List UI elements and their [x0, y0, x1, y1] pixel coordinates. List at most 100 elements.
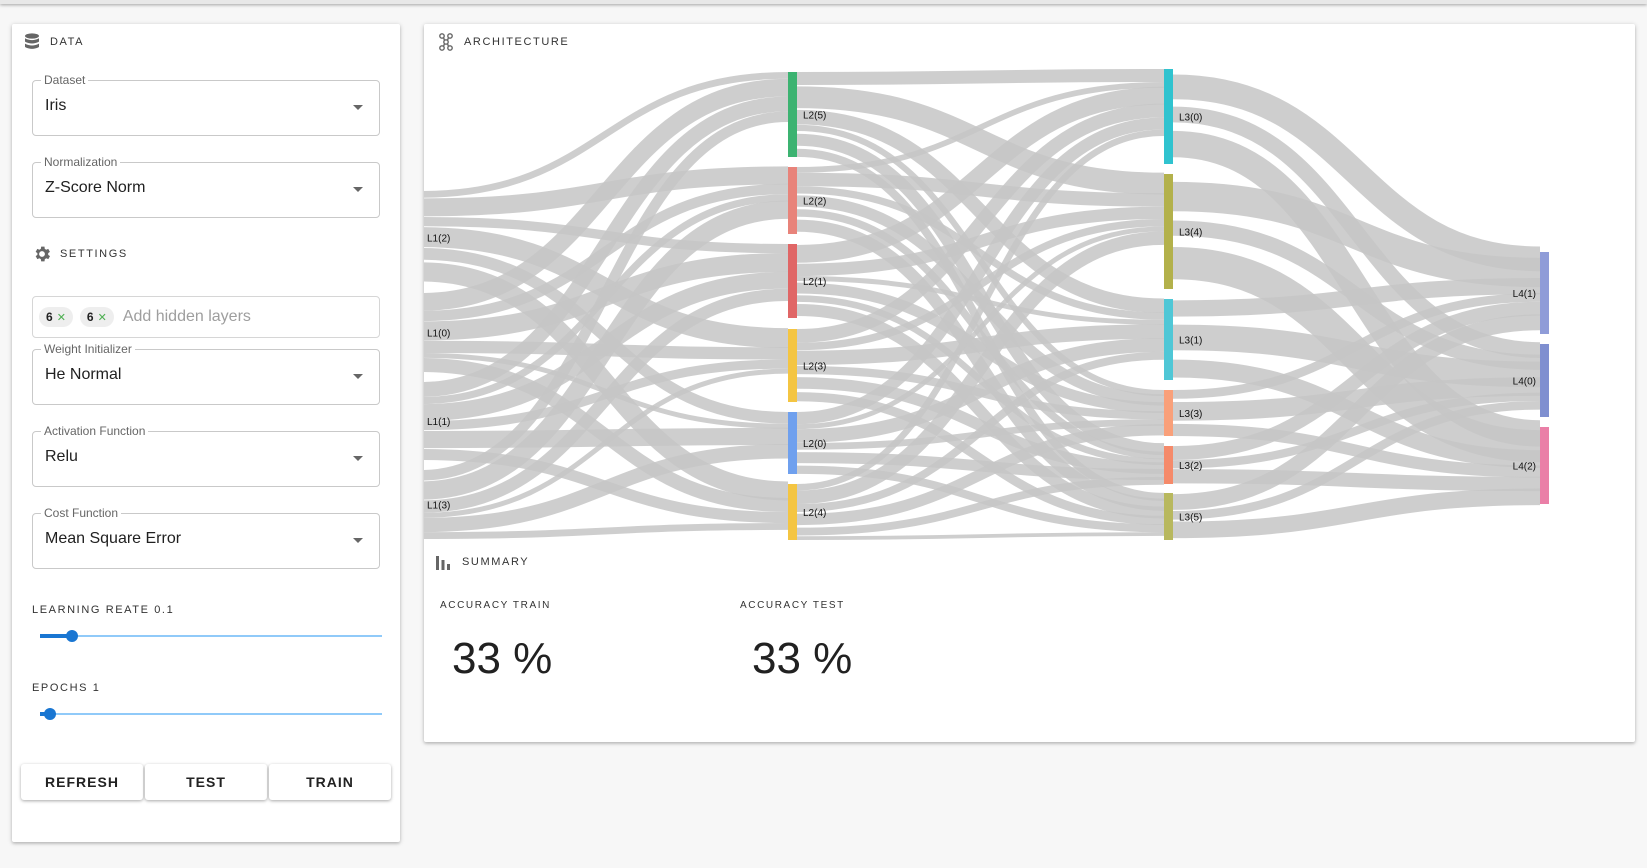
- sankey-node-label: L4(0): [1513, 377, 1536, 388]
- learning-rate-slider[interactable]: [40, 626, 382, 646]
- network-sankey-diagram: L1(2) L1(0) L1(1) L1(3) L2(5) L2(2) L2(1) L2(3)…: [424, 69, 1549, 540]
- sankey-node[interactable]: L3(5): [1164, 493, 1202, 540]
- sankey-node-bar[interactable]: [1164, 390, 1173, 436]
- slider-thumb[interactable]: [43, 708, 56, 720]
- hidden-layer-chip[interactable]: 6 ✕: [79, 307, 114, 327]
- sankey-node-bar[interactable]: [1164, 299, 1173, 380]
- sankey-node-bar[interactable]: [788, 412, 797, 474]
- sankey-link: [1172, 301, 1541, 461]
- epochs-slider[interactable]: [40, 704, 382, 724]
- sankey-node-label: L4(1): [1513, 289, 1536, 300]
- sankey-node-label: L3(0): [1179, 113, 1202, 124]
- sankey-node[interactable]: L1(0): [424, 293, 450, 372]
- sankey-node[interactable]: L2(0): [788, 412, 826, 474]
- train-button[interactable]: TRAIN: [269, 764, 391, 800]
- sankey-node-bar[interactable]: [788, 484, 797, 540]
- sankey-link: [424, 523, 789, 539]
- sankey-link: [796, 103, 1165, 343]
- sankey-node-label: L1(1): [427, 417, 450, 428]
- sankey-node-bar[interactable]: [1164, 174, 1173, 289]
- test-button[interactable]: TEST: [145, 764, 267, 800]
- sankey-node-label: L3(2): [1179, 461, 1202, 472]
- activation-function-select[interactable]: Activation Function Relu: [32, 424, 380, 487]
- sankey-link: [424, 72, 789, 198]
- control-panel: DATA Dataset Iris Normalization Z-Score …: [12, 24, 400, 842]
- hidden-layer-chip[interactable]: 6 ✕: [39, 307, 73, 327]
- sankey-link: [424, 78, 789, 311]
- sankey-node[interactable]: L1(1): [424, 382, 450, 460]
- sankey-node-bar[interactable]: [1540, 344, 1549, 417]
- slider-track[interactable]: [40, 635, 382, 637]
- settings-section-title: SETTINGS: [60, 248, 128, 260]
- sankey-link: [796, 338, 1165, 443]
- sankey-node[interactable]: L1(2): [424, 191, 450, 284]
- sankey-link: [424, 427, 789, 449]
- sankey-link: [796, 86, 1165, 195]
- sankey-link: [1172, 314, 1541, 510]
- close-icon[interactable]: ✕: [97, 311, 107, 324]
- sankey-node-bar[interactable]: [788, 167, 797, 234]
- cost-function-value: Mean Square Error: [45, 530, 182, 547]
- sankey-link: [796, 295, 1165, 466]
- slider-thumb[interactable]: [65, 630, 78, 642]
- sankey-link: [1172, 292, 1541, 399]
- sankey-node-label: L2(1): [803, 277, 826, 288]
- activation-function-value: Relu: [45, 448, 78, 465]
- hidden-layers-input[interactable]: 6 ✕ 6 ✕ Add hidden layers: [32, 296, 380, 338]
- sankey-link: [424, 368, 789, 518]
- network-icon: [439, 33, 453, 51]
- sankey-node[interactable]: L2(1): [788, 244, 826, 318]
- hidden-layers-placeholder[interactable]: Add hidden layers: [122, 308, 251, 325]
- sankey-node-label: L4(2): [1513, 462, 1536, 473]
- close-icon[interactable]: ✕: [56, 311, 66, 324]
- sankey-node[interactable]: L2(3): [788, 329, 826, 402]
- sankey-node[interactable]: L1(3): [424, 470, 450, 539]
- sankey-node-label: L2(0): [803, 439, 826, 450]
- sankey-node-bar[interactable]: [1540, 427, 1549, 504]
- sankey-link: [796, 129, 1165, 491]
- sankey-link: [1172, 278, 1541, 317]
- weight-initializer-value: He Normal: [45, 366, 122, 383]
- sankey-node[interactable]: L3(0): [1164, 69, 1202, 164]
- sankey-node-bar[interactable]: [788, 72, 797, 157]
- hidden-layer-chip-label: 6: [46, 310, 53, 324]
- dataset-label: Dataset: [41, 73, 89, 87]
- sankey-node[interactable]: L3(4): [1164, 174, 1202, 289]
- data-section-title: DATA: [50, 36, 85, 48]
- sankey-node[interactable]: L3(1): [1164, 299, 1202, 380]
- sankey-node[interactable]: L4(2): [1513, 427, 1549, 504]
- sankey-link: [1172, 377, 1541, 421]
- sankey-node[interactable]: L3(2): [1164, 446, 1202, 484]
- sankey-link: [796, 351, 1165, 513]
- chevron-down-icon: [353, 456, 363, 461]
- architecture-panel: ARCHITECTURE L1(2) L1(0) L1(1) L1(3) L2(5) L2…: [424, 24, 1635, 742]
- sankey-node-bar[interactable]: [788, 244, 797, 318]
- sankey-node-label: L1(2): [427, 234, 450, 245]
- dataset-value: Iris: [45, 97, 67, 114]
- gear-icon: [35, 246, 50, 262]
- sankey-node[interactable]: L2(2): [788, 167, 826, 234]
- cost-function-select[interactable]: Cost Function Mean Square Error: [32, 506, 380, 569]
- accuracy-train-label: ACCURACY TRAIN: [440, 600, 551, 611]
- architecture-section-title: ARCHITECTURE: [464, 36, 570, 48]
- sankey-node[interactable]: L4(1): [1513, 252, 1549, 334]
- sankey-node-label: L2(3): [803, 362, 826, 373]
- sankey-node-label: L3(3): [1179, 409, 1202, 420]
- accuracy-train-value: 33 %: [452, 634, 553, 683]
- sankey-node[interactable]: L2(4): [788, 484, 826, 540]
- epochs-label: EPOCHS 1: [32, 682, 101, 694]
- sankey-node-bar[interactable]: [1540, 252, 1549, 334]
- sankey-node[interactable]: L4(0): [1513, 344, 1549, 417]
- refresh-button[interactable]: REFRESH: [21, 764, 143, 800]
- weight-initializer-select[interactable]: Weight Initializer He Normal: [32, 342, 380, 405]
- sankey-node-label: L1(0): [427, 329, 450, 340]
- sankey-node[interactable]: L2(5): [788, 72, 826, 157]
- sankey-node-bar[interactable]: [1164, 69, 1173, 164]
- sankey-node[interactable]: L3(3): [1164, 390, 1202, 436]
- normalization-select[interactable]: Normalization Z-Score Norm: [32, 155, 380, 218]
- dataset-select[interactable]: Dataset Iris: [32, 73, 380, 136]
- sankey-node-bar[interactable]: [1164, 493, 1173, 540]
- sankey-node-bar[interactable]: [788, 329, 797, 402]
- sankey-node-bar[interactable]: [1164, 446, 1173, 484]
- slider-track[interactable]: [40, 713, 382, 715]
